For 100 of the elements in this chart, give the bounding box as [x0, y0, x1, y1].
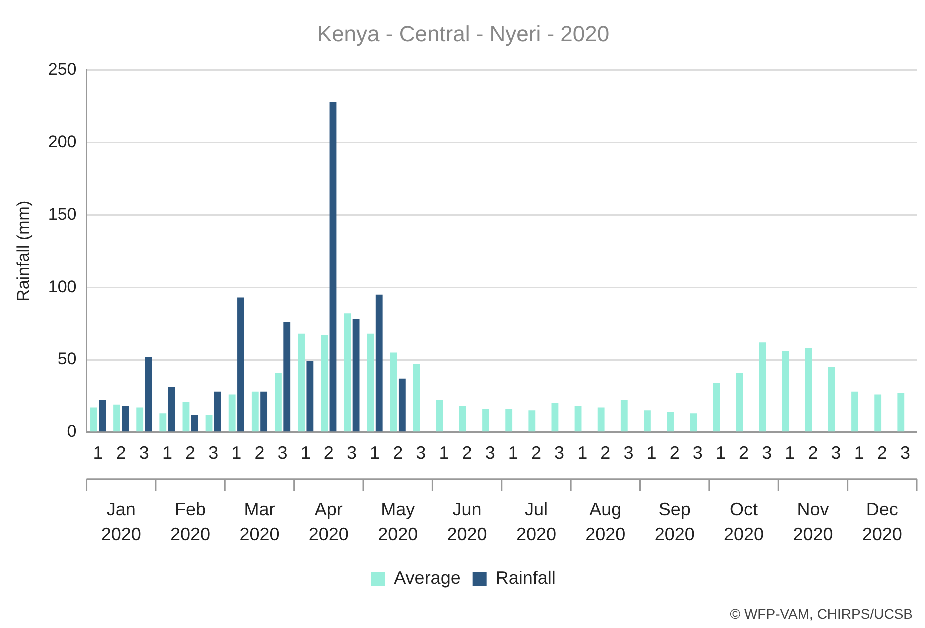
bar — [782, 351, 790, 432]
x-tick-label: 3 — [692, 443, 703, 464]
text: Sep 2020 — [654, 499, 695, 544]
x-tick-label: 3 — [554, 443, 565, 464]
bar — [191, 415, 198, 432]
bar — [160, 414, 167, 432]
text: Jul 2020 — [516, 499, 556, 544]
y-tick-label: 150 — [48, 204, 77, 224]
bar — [713, 383, 720, 432]
x-tick-label: 2 — [600, 443, 611, 464]
bar — [874, 394, 882, 432]
text: Jun 2020 — [447, 499, 488, 544]
bar — [413, 364, 420, 432]
bar — [352, 319, 360, 432]
bar — [759, 342, 766, 432]
bar — [206, 415, 213, 432]
x-tick-label: 2 — [670, 443, 680, 464]
bar — [344, 314, 352, 432]
x-tick-label: 2 — [531, 443, 542, 464]
x-tick-label: 2 — [116, 443, 126, 464]
x-tick-label: 3 — [624, 443, 634, 464]
x-tick-label: 3 — [831, 443, 842, 464]
bar — [214, 392, 222, 432]
x-tick-label: 3 — [900, 443, 910, 464]
x-tick-label: 1 — [578, 443, 588, 464]
bar — [436, 400, 444, 432]
x-tick-label: 3 — [278, 443, 288, 464]
bar — [252, 392, 259, 432]
x-tick-label: 2 — [877, 443, 888, 464]
bar — [367, 334, 374, 432]
bar — [122, 406, 130, 432]
x-tick-label: 1 — [93, 443, 104, 464]
bar — [506, 409, 513, 432]
bar — [114, 404, 120, 432]
x-tick-label: 2 — [393, 443, 404, 464]
bar — [321, 335, 328, 432]
bar — [805, 348, 812, 432]
y-tick-label: 250 — [48, 60, 77, 80]
x-tick-label: 2 — [739, 443, 750, 464]
x-tick-label: 1 — [300, 443, 311, 464]
bar — [298, 334, 305, 432]
text: © WFP-VAM, CHIRPS/UCSB — [730, 606, 913, 622]
x-tick-label: 1 — [646, 443, 657, 464]
bar — [398, 378, 406, 432]
bar — [330, 102, 337, 432]
x-tick-label: 2 — [808, 443, 818, 464]
x-tick-label: 1 — [785, 443, 796, 464]
bar — [136, 408, 144, 432]
bar — [852, 392, 858, 432]
y-axis-title: Rainfall (mm) — [14, 200, 33, 302]
bar — [482, 409, 490, 432]
text: Feb 2020 — [170, 499, 211, 544]
bar — [667, 412, 674, 432]
y-tick-label: 100 — [48, 277, 77, 296]
bar — [644, 410, 651, 432]
bar — [306, 361, 314, 432]
text: Jan 2020 — [101, 499, 142, 544]
chart-title: Kenya - Central - Nyeri - 2020 — [317, 21, 610, 46]
x-tick-label: 3 — [139, 443, 150, 464]
x-tick-label: 1 — [370, 443, 380, 464]
bar — [828, 367, 836, 432]
x-tick-label: 3 — [346, 443, 357, 464]
bar — [736, 373, 744, 432]
bar — [168, 388, 176, 432]
legend-label: Average — [394, 568, 461, 588]
text: Nov 2020 — [793, 499, 834, 544]
legend-label: Rainfall — [496, 568, 556, 588]
bar — [284, 322, 291, 432]
x-tick-label: 3 — [762, 443, 772, 464]
bar — [390, 352, 398, 432]
text: Dec 2020 — [862, 499, 902, 544]
bar — [598, 408, 605, 432]
x-tick-label: 2 — [462, 443, 472, 464]
text: Aug 2020 — [586, 499, 626, 544]
text: Oct 2020 — [724, 499, 764, 544]
bar — [228, 394, 236, 432]
x-tick-label: 3 — [485, 443, 496, 464]
bar — [145, 357, 152, 432]
bar — [574, 406, 582, 432]
bar — [898, 393, 905, 432]
x-tick-label: 3 — [208, 443, 219, 464]
x-tick-label: 1 — [162, 443, 172, 464]
bar — [460, 406, 466, 432]
bar — [90, 408, 98, 432]
x-tick-label: 2 — [186, 443, 196, 464]
text: Apr 2020 — [308, 499, 349, 544]
y-tick-label: 200 — [48, 132, 77, 152]
text: Mar 2020 — [240, 499, 280, 544]
bar — [376, 294, 383, 432]
x-tick-label: 2 — [324, 443, 334, 464]
text: May 2020 — [378, 499, 418, 544]
bar — [620, 400, 628, 432]
bar — [182, 402, 190, 432]
y-tick-label: 0 — [67, 422, 77, 442]
x-tick-label: 1 — [508, 443, 518, 464]
bar — [275, 373, 282, 432]
bar — [690, 414, 698, 432]
bar — [238, 298, 244, 432]
bar — [99, 400, 106, 432]
bar — [552, 403, 559, 432]
